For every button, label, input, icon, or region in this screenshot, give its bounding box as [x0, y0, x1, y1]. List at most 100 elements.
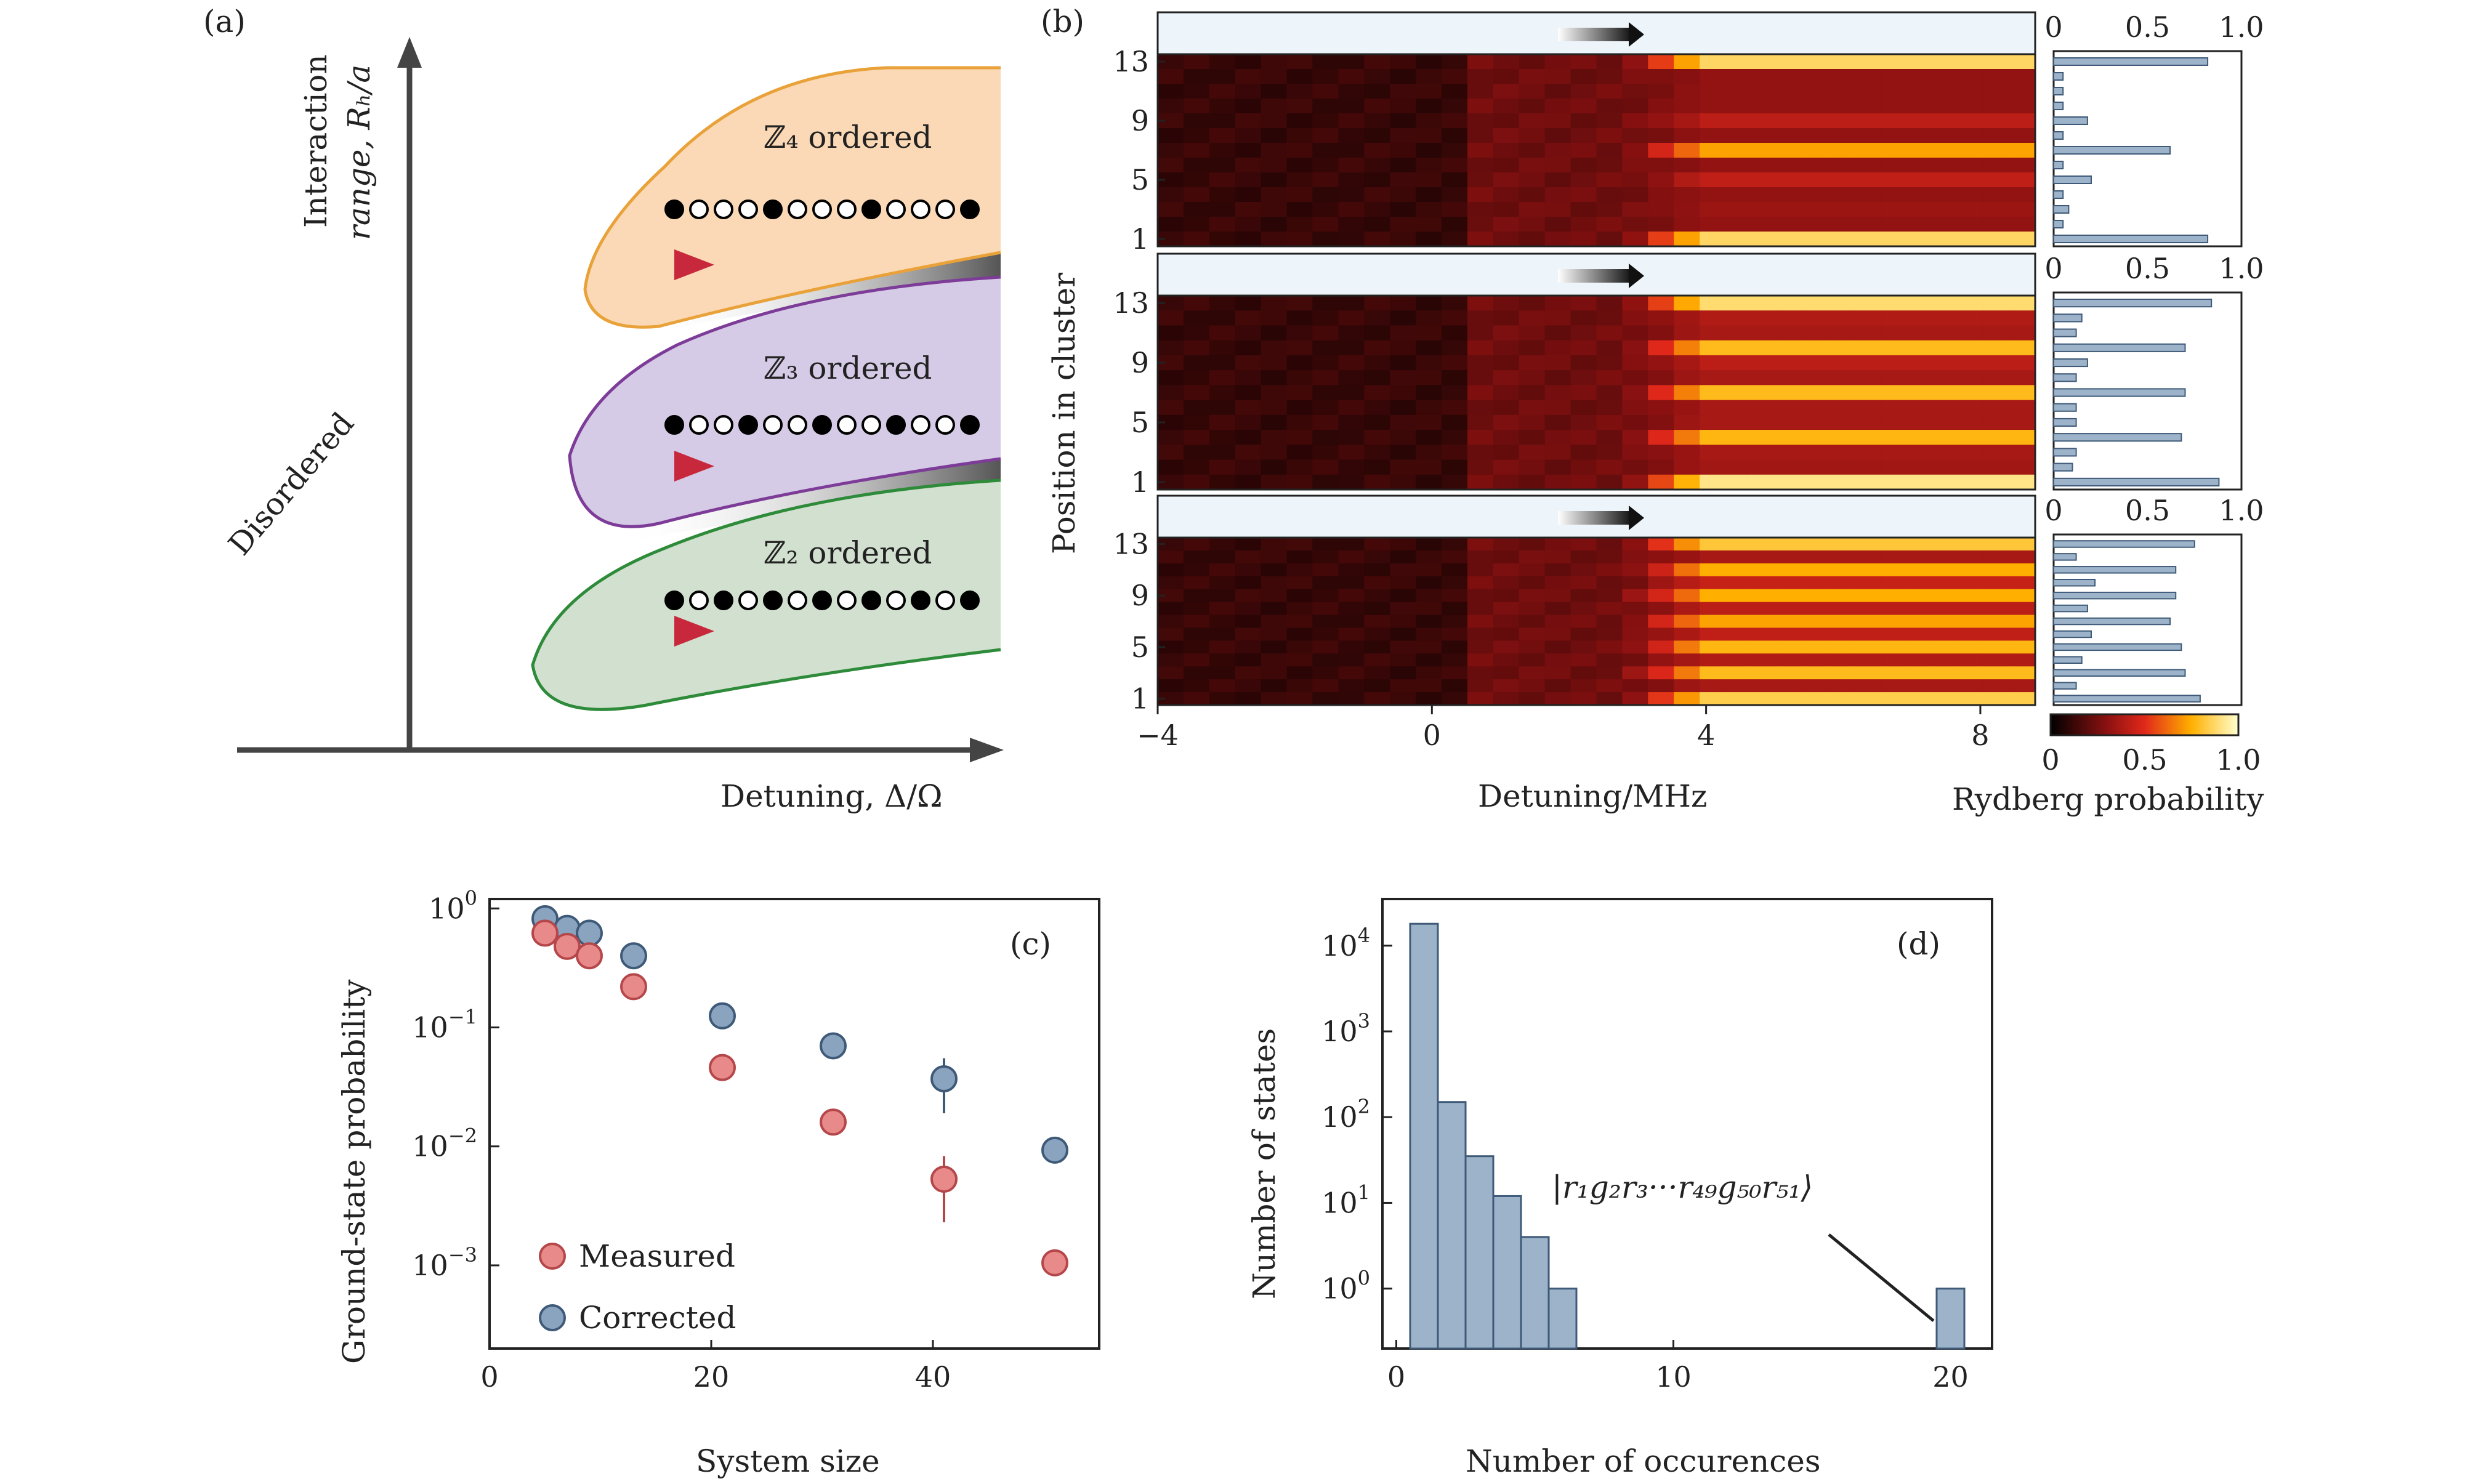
panel-b-ylabel: Position in cluster [1046, 273, 1082, 554]
heatmap-cell [1828, 430, 1855, 445]
heatmap-cell [1364, 232, 1390, 247]
rydberg-bar [2053, 161, 2064, 169]
heatmap-cell [1493, 550, 1520, 564]
heatmap-ytick: 13 [1113, 527, 1149, 560]
heatmap-ytick: 5 [1131, 163, 1149, 196]
heatmap-cell [1880, 202, 1907, 217]
heatmap-cell [1158, 602, 1184, 616]
heatmap-cell [1751, 69, 1778, 84]
heatmap-cell [1751, 445, 1778, 461]
heatmap-cell [1544, 310, 1571, 326]
heatmap-cell [1312, 679, 1339, 693]
heatmap-cell [1700, 666, 1726, 680]
heatmap-cell [1906, 54, 1932, 70]
heatmap-cell [1983, 187, 2010, 203]
heatmap-cell [1880, 576, 1907, 590]
heatmap-ytick: 13 [1113, 286, 1149, 320]
heatmap-cell [2009, 615, 2036, 629]
heatmap-cell [1364, 474, 1390, 490]
heatmap-cell [1390, 666, 1416, 680]
heatmap-cell [1751, 232, 1778, 247]
heatmap-cell [1493, 445, 1520, 461]
heatmap-cell [1312, 172, 1339, 188]
heatmap-cell [1725, 692, 1752, 706]
heatmap-cell [1854, 576, 1881, 590]
cluster-bar-charts: 0 0.5 1.00 0.5 1.00 0.5 1.0 [2044, 10, 2264, 706]
heatmap-cell [1932, 232, 1958, 247]
heatmap-cell [1700, 538, 1726, 551]
heatmap-cell [1958, 355, 1984, 371]
heatmap-cell [1725, 576, 1752, 590]
heatmap-cell [1854, 99, 1881, 114]
heatmap-cell [1932, 459, 1958, 475]
heatmap-cell [1570, 430, 1597, 445]
heatmap-cell [1312, 445, 1339, 461]
heatmap-cell [1751, 666, 1778, 680]
heatmap-cell [1596, 563, 1623, 577]
heatmap-cell [1674, 550, 1700, 564]
heatmap-cell [1932, 128, 1958, 143]
heatmap-cell [1467, 296, 1494, 311]
heatmap-cell [1364, 370, 1390, 385]
heatmap-cell [1880, 54, 1907, 70]
heatmap-cell [1906, 340, 1932, 356]
heatmap-cell [1751, 99, 1778, 114]
heatmap-cell [1725, 430, 1752, 445]
empty-atom [738, 591, 758, 610]
heatmap-cell [1364, 459, 1390, 475]
heatmap-cell [2009, 99, 2036, 114]
heatmap-cell [1725, 143, 1752, 158]
filled-atom [960, 200, 980, 219]
heatmap-cell [1777, 340, 1804, 356]
heatmap-cell [1802, 445, 1830, 461]
heatmap-cell [1932, 474, 1958, 490]
heatmap-cell [1674, 54, 1700, 70]
heatmap-cell [1390, 143, 1416, 158]
heatmap-cell [1493, 459, 1520, 475]
heatmap-cell [2009, 640, 2036, 654]
heatmap-cell [1416, 538, 1442, 551]
heatmap-cell [1286, 666, 1313, 680]
heatmap-cell [1596, 414, 1623, 430]
heatmap-cell [1261, 143, 1288, 158]
heatmap-cell [1467, 459, 1494, 475]
heatmap-cell [1312, 99, 1339, 114]
heatmap-cell [1416, 187, 1442, 203]
heatmap-cell [1932, 400, 1958, 416]
heatmap-cell [1338, 113, 1365, 129]
heatmap-cell [1880, 143, 1907, 158]
filled-atom [960, 415, 980, 435]
heatmap-cell [1416, 474, 1442, 490]
heatmap-cell [1828, 692, 1855, 706]
heatmap-cell [1390, 69, 1416, 84]
heatmap-cell [1958, 666, 1984, 680]
heatmap-cell [1596, 172, 1623, 188]
heatmap-cell [1261, 615, 1288, 629]
heatmap-cell [1854, 113, 1881, 129]
empty-atom [935, 591, 955, 610]
heatmap-cell [1906, 232, 1932, 247]
rydberg-bar [2053, 553, 2077, 561]
heatmap-cell [1906, 69, 1932, 84]
c-ytick-exponent: −2 [448, 1124, 477, 1148]
heatmap-cell [1880, 158, 1907, 173]
heatmap-cell [1802, 430, 1830, 445]
heatmap-ytick: 9 [1131, 579, 1149, 612]
heatmap-cell [1570, 538, 1597, 551]
heatmap-cell [1390, 414, 1416, 430]
heatmap-cell [1544, 692, 1571, 706]
heatmap-cell [1674, 202, 1700, 217]
heatmap-cell [1286, 538, 1313, 551]
heatmap-cell [1932, 54, 1958, 70]
d-ytick-exponent: 3 [1358, 1009, 1370, 1033]
heatmap-cell [1802, 202, 1830, 217]
heatmap-cell [1596, 627, 1623, 641]
heatmap-cell [1880, 69, 1907, 84]
heatmap-cell [1286, 143, 1313, 158]
heatmap-cell [1906, 589, 1932, 603]
heatmap-cell [1932, 310, 1958, 326]
heatmap-cell [1390, 474, 1416, 490]
heatmap-cell [1622, 187, 1648, 203]
heatmap-cell [1932, 589, 1958, 603]
